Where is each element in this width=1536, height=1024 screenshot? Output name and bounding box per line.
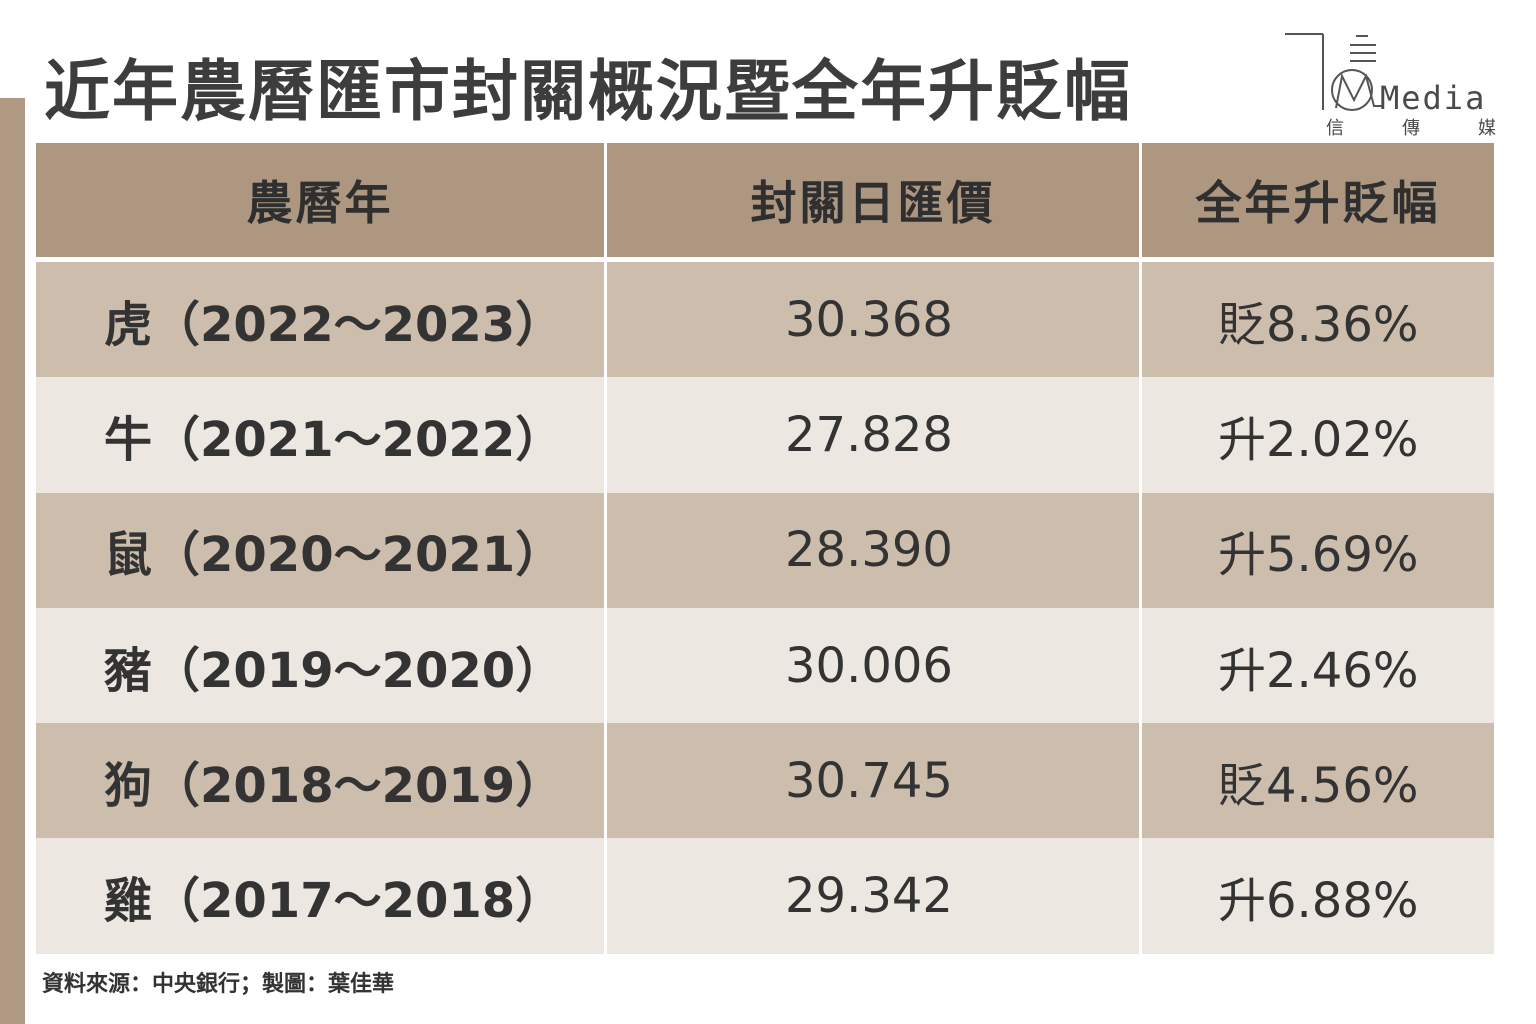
logo-wordmark: Media [1380,79,1487,117]
page-title: 近年農曆匯市封關概況暨全年升貶幅 [44,53,1132,130]
lunar-year-cell: 牛（2021～2022） [36,377,607,493]
closing-rate-cell: 29.342 [607,838,1142,954]
annual-change-cell: 貶8.36% [1218,296,1419,353]
table-row: 豬（2019～2020） 30.006 升2.46% [36,607,1494,724]
closing-rate-cell: 30.745 [607,723,1142,839]
lunar-year-cell: 雞（2017～2018） [36,838,607,954]
header-lunar-year: 農曆年 [36,143,607,257]
lunar-year-cell: 虎（2022～2023） [36,262,607,378]
annual-change-cell: 升6.88% [1218,873,1419,930]
header-annual-change: 全年升貶幅 [1195,176,1441,230]
table-row: 鼠（2020～2021） 28.390 升5.69% [36,492,1494,608]
closing-rate-cell: 27.828 [607,377,1142,493]
logo-subtitle: 信 傳 媒 [1326,118,1496,140]
annual-change-cell: 升2.46% [1218,642,1419,699]
table-header-row: 農曆年 封關日匯價 全年升貶幅 [36,143,1494,262]
source-credit: 資料來源：中央銀行；製圖：葉佳華 [42,972,395,997]
table-row: 雞（2017～2018） 29.342 升6.88% [36,838,1494,954]
exchange-rate-table: 農曆年 封關日匯價 全年升貶幅 虎（2022～2023） 30.368 貶8.3… [36,143,1494,954]
lunar-year-cell: 鼠（2020～2021） [36,492,607,608]
logo-sub-char: 媒 [1478,118,1496,139]
annual-change-cell: 升5.69% [1218,527,1419,584]
header-closing-rate: 封關日匯價 [607,143,1142,257]
annual-change-cell: 升2.02% [1218,411,1419,468]
logo-sub-char: 傳 [1402,118,1420,139]
logo-mark-icon [1285,33,1384,111]
table-row: 狗（2018～2019） 30.745 貶4.56% [36,723,1494,839]
logo-sub-char: 信 [1326,118,1344,139]
closing-rate-cell: 28.390 [607,492,1142,608]
lunar-year-cell: 狗（2018～2019） [36,723,607,839]
closing-rate-cell: 30.368 [607,262,1142,378]
annual-change-cell: 貶4.56% [1218,757,1419,814]
closing-rate-cell: 30.006 [607,607,1142,724]
brand-logo: Media 信 傳 媒 [1280,28,1496,143]
lunar-year-cell: 豬（2019～2020） [36,607,607,724]
table-row: 牛（2021～2022） 27.828 升2.02% [36,377,1494,493]
left-accent-bar [0,98,25,1024]
table-row: 虎（2022～2023） 30.368 貶8.36% [36,262,1494,378]
